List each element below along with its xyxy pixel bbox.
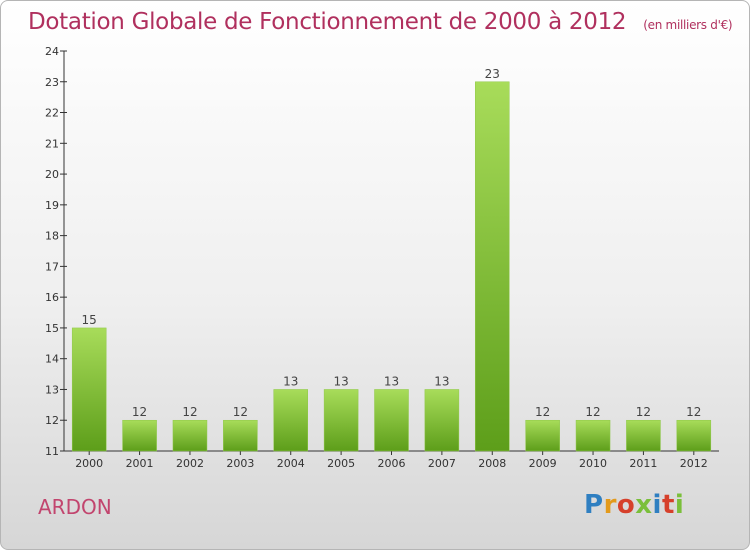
data-label-2005: 13 [333, 374, 348, 388]
bar-2000[interactable] [71, 327, 107, 452]
data-label-2011: 12 [636, 405, 651, 419]
y-tick-label: 21 [45, 137, 59, 150]
logo-letter: r [603, 490, 617, 520]
logo-letter: o [616, 490, 636, 520]
chart-unit: (en milliers d'€) [643, 18, 733, 32]
bar-2006[interactable] [374, 389, 409, 452]
logo-letter: t [661, 490, 675, 520]
logo-letter: P [584, 490, 604, 520]
data-label-2004: 13 [283, 374, 298, 388]
x-tick-label-2008: 2008 [478, 457, 506, 470]
x-tick-label-2004: 2004 [277, 457, 305, 470]
y-tick-label: 13 [45, 383, 59, 396]
y-tick-label: 23 [45, 76, 59, 89]
bar-2007[interactable] [424, 389, 460, 452]
bar-2001[interactable] [122, 419, 157, 452]
bar-2004[interactable] [273, 389, 308, 452]
y-tick-label: 11 [45, 445, 59, 458]
x-tick-label-2001: 2001 [126, 457, 154, 470]
bar-2011[interactable] [626, 419, 661, 452]
bar-2002[interactable] [172, 419, 208, 452]
x-tick-label-2002: 2002 [176, 457, 204, 470]
x-tick-label-2007: 2007 [428, 457, 456, 470]
bar-2009[interactable] [525, 419, 560, 452]
y-tick-label: 15 [45, 322, 59, 335]
y-tick-label: 18 [45, 230, 59, 243]
data-label-2007: 13 [434, 374, 449, 388]
y-tick-label: 12 [45, 414, 59, 427]
data-label-2001: 12 [132, 405, 147, 419]
data-label-2008: 23 [485, 67, 500, 81]
y-tick-label: 17 [45, 260, 59, 273]
bar-2005[interactable] [323, 389, 359, 452]
data-label-2000: 15 [82, 313, 97, 327]
data-label-2012: 12 [686, 405, 701, 419]
logo-letter: i [674, 490, 685, 520]
x-tick-label-2003: 2003 [226, 457, 254, 470]
bar-2010[interactable] [575, 419, 611, 452]
data-label-2010: 12 [585, 405, 600, 419]
x-tick-label-2011: 2011 [629, 457, 657, 470]
x-tick-label-2005: 2005 [327, 457, 355, 470]
data-label-2003: 12 [233, 405, 248, 419]
y-tick-label: 22 [45, 107, 59, 120]
x-tick-label-2006: 2006 [378, 457, 406, 470]
data-label-2002: 12 [182, 405, 197, 419]
y-tick-label: 19 [45, 199, 59, 212]
bar-2003[interactable] [223, 419, 258, 452]
bar-2008[interactable] [475, 81, 510, 452]
proxiti-logo[interactable]: Proxiti [584, 490, 684, 520]
commune-name: ARDON [38, 495, 112, 519]
logo-letter: i [652, 490, 662, 520]
bar-2012[interactable] [676, 419, 712, 452]
y-tick-label: 14 [45, 353, 59, 366]
x-tick-label-2012: 2012 [680, 457, 708, 470]
x-tick-label-2010: 2010 [579, 457, 607, 470]
data-label-2009: 12 [535, 405, 550, 419]
chart-title: Dotation Globale de Fonctionnement de 20… [28, 9, 733, 35]
data-label-2006: 13 [384, 374, 399, 388]
y-tick-label: 24 [45, 45, 59, 58]
logo-letter: x [635, 490, 653, 520]
y-tick-label: 16 [45, 291, 59, 304]
chart-title-text: Dotation Globale de Fonctionnement de 20… [28, 9, 627, 35]
x-tick-label-2000: 2000 [75, 457, 103, 470]
y-tick-label: 20 [45, 168, 59, 181]
x-tick-label-2009: 2009 [529, 457, 557, 470]
